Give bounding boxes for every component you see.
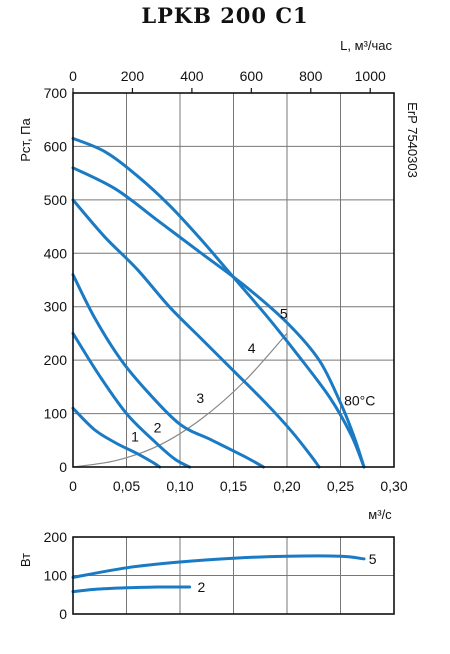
curve-label: 4	[248, 340, 256, 356]
main-plot-frame	[72, 92, 395, 468]
top-tick-label: 600	[240, 68, 264, 84]
y-tick-label: 400	[44, 245, 68, 261]
pressure-curve-4	[71, 198, 321, 469]
pressure-curve-6	[71, 136, 366, 469]
power-curve-2	[71, 585, 192, 594]
system-curve-layer	[72, 333, 288, 468]
top-tick-label: 200	[121, 68, 145, 84]
pressure-curve-1	[71, 406, 162, 469]
top-tick-label: 400	[180, 68, 204, 84]
top-tick-label: 1000	[355, 68, 386, 84]
system-curve	[72, 333, 288, 468]
x-tick-label: 0,20	[273, 478, 300, 494]
top-tick-label: 800	[299, 68, 323, 84]
x-tick-label: 0,05	[113, 478, 140, 494]
main-grid	[72, 92, 395, 468]
curve-label: 5	[280, 305, 288, 321]
x-tick-label: 0	[69, 478, 77, 494]
curve-label: 2	[154, 419, 162, 435]
power-grid	[72, 536, 395, 615]
power-curve-label: 5	[369, 551, 377, 567]
pressure-curve-5	[71, 166, 366, 469]
x-tick-label: 0,15	[220, 478, 247, 494]
x-tick-label: 0,25	[327, 478, 354, 494]
x-tick-label: 0,10	[166, 478, 193, 494]
y-tick-label: 100	[44, 406, 68, 422]
power-y-tick-label: 100	[44, 568, 68, 584]
pressure-curves: 12 3 4 5	[71, 136, 366, 469]
y-tick-label: 500	[44, 192, 68, 208]
y-tick-label: 600	[44, 138, 68, 154]
chart-title: LPKB 200 C1	[141, 3, 308, 28]
power-curves: 52	[71, 551, 377, 595]
top-tick-label: 0	[69, 68, 77, 84]
power-y-tick-label: 200	[44, 529, 68, 545]
main-tick-labels: 0 0,05 0,10 0,15 0,20 0,25 0,30010020030040050…	[44, 68, 408, 494]
y-axis-label: Рст, Па	[18, 117, 33, 161]
power-axis-label: Вт	[18, 553, 33, 567]
erp-label: ErP 7540303	[405, 102, 420, 178]
curve-label: 1	[131, 428, 139, 444]
power-y-tick-label: 0	[59, 606, 67, 622]
y-tick-label: 700	[44, 85, 68, 101]
power-tick-labels: 0 100 200	[44, 529, 68, 622]
pressure-curve-3	[71, 273, 265, 469]
power-plot-frame	[72, 536, 395, 615]
y-tick-label: 200	[44, 352, 68, 368]
power-curve-5	[71, 554, 366, 579]
curve-label: 3	[196, 390, 204, 406]
power-curve-label: 2	[198, 579, 206, 595]
y-tick-label: 0	[59, 459, 67, 475]
x-axis-label: м³/с	[368, 507, 392, 522]
top-axis-label: L, м³/час	[340, 38, 392, 53]
y-tick-label: 300	[44, 299, 68, 315]
pressure-curve-2	[71, 331, 192, 469]
temperature-annotation: 80°C	[344, 393, 375, 409]
x-tick-label: 0,30	[380, 478, 407, 494]
